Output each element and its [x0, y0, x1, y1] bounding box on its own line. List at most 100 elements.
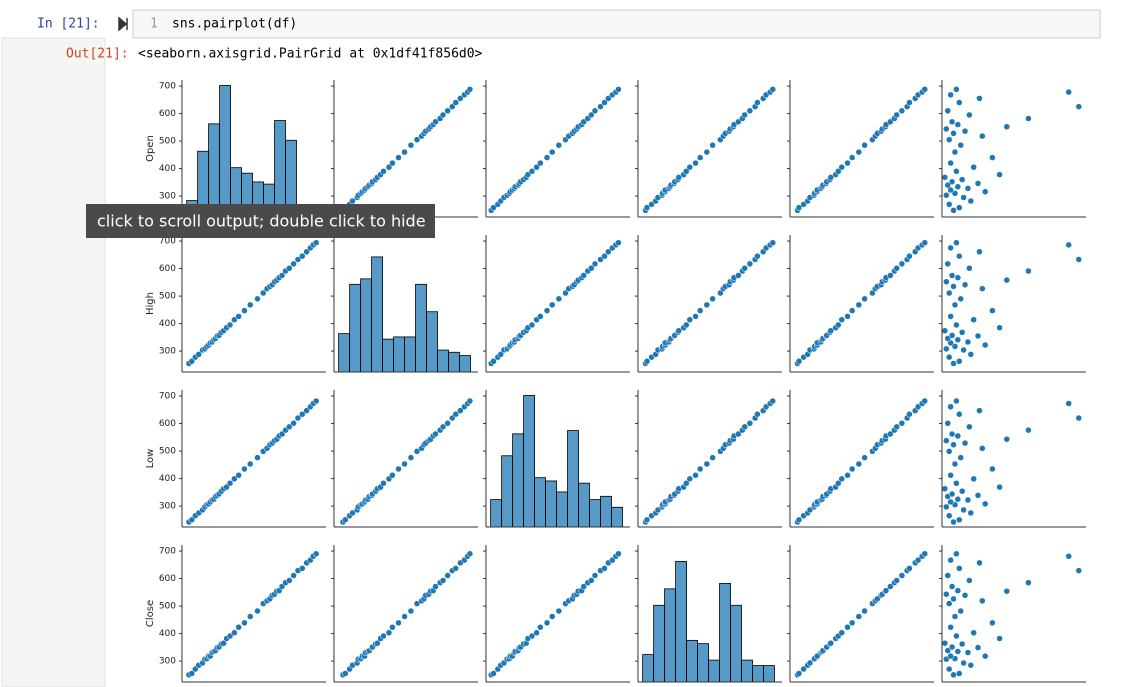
panel [939, 80, 1086, 218]
scatter-point [643, 204, 651, 211]
histogram-bar [686, 639, 698, 683]
scatter-point [389, 472, 396, 479]
scatter-point [943, 345, 950, 353]
histogram-bar [556, 491, 568, 528]
scatter-point [954, 648, 962, 655]
y-tick-label: 300 [159, 657, 176, 667]
scatter-point [960, 194, 967, 201]
y-axis-label: Close [145, 600, 156, 627]
y-axis-label: Open [145, 135, 156, 162]
scatter-point [299, 410, 306, 418]
scatter-point [945, 201, 953, 208]
scatter-point [643, 516, 651, 524]
scatter-point [989, 465, 996, 473]
panel [635, 390, 782, 528]
code[interactable]: sns.pairplot(df) [172, 17, 297, 32]
scatter-point [675, 327, 683, 334]
scatter-point [945, 136, 953, 143]
scatter-point [1003, 123, 1011, 131]
scatter-point [407, 454, 415, 461]
scatter-point [893, 423, 900, 431]
scatter-point [944, 260, 952, 268]
scatter-point [591, 572, 599, 579]
histogram-bar [360, 278, 372, 373]
scatter-point [944, 181, 952, 189]
scatter-point [754, 99, 761, 106]
panel: 300 400 500 600 700 [159, 545, 326, 683]
scatter-point [444, 107, 451, 115]
scatter-point [395, 154, 402, 161]
scatter-point [746, 420, 754, 427]
scatter-point [945, 289, 953, 297]
scatter-point [954, 121, 962, 128]
scatter-point [290, 420, 297, 427]
code-cell[interactable] [132, 9, 1101, 39]
scatter-point [380, 168, 387, 175]
scatter-point [795, 516, 803, 524]
y-tick-label: 600 [159, 264, 176, 274]
histogram-bar [589, 499, 601, 528]
scatter-point [741, 265, 748, 272]
scatter-point [615, 550, 622, 558]
scatter-point [286, 265, 293, 272]
y-tick-label: 500 [159, 137, 176, 147]
scatter-point [342, 516, 349, 524]
histogram-bar [611, 506, 623, 528]
y-tick-label: 300 [159, 192, 176, 202]
scatter-point [605, 95, 612, 102]
histogram-bar [730, 604, 742, 683]
y-tick-label: 500 [159, 602, 176, 612]
scatter-point [966, 577, 973, 584]
scatter-point [943, 437, 950, 444]
scatter-point [956, 358, 963, 365]
scatter-point [906, 252, 913, 260]
scatter-point [954, 432, 962, 440]
tooltip-box [86, 204, 435, 238]
scatter-point [466, 550, 474, 558]
scatter-point [195, 351, 203, 358]
scatter-point [921, 397, 928, 405]
scatter-point [964, 185, 972, 192]
histogram-bar [642, 654, 655, 683]
scatter-point [947, 556, 954, 564]
scatter-point [533, 163, 540, 171]
scatter-point [260, 289, 267, 297]
panel [787, 390, 934, 528]
in-prompt: In [21]: [37, 17, 100, 32]
scatter-point [945, 353, 953, 361]
scatter-point [950, 441, 957, 448]
scatter-point [914, 556, 922, 564]
histogram-bar [219, 85, 231, 218]
scatter-point [966, 265, 973, 272]
run-button[interactable] [118, 16, 128, 32]
scatter-point [970, 629, 977, 637]
scatter-point [954, 495, 962, 503]
scatter-point [882, 587, 890, 594]
panel [635, 235, 782, 373]
scatter-point [954, 183, 962, 190]
scatter-point [703, 460, 711, 468]
scatter-point [976, 407, 983, 414]
scatter-point [944, 572, 952, 579]
output-gutter[interactable] [1, 37, 106, 687]
scatter-point [537, 313, 544, 320]
scatter-point [958, 176, 966, 183]
scatter-point [848, 154, 856, 161]
scatter-point [855, 460, 863, 468]
histogram-bar [534, 477, 546, 528]
scatter-point [944, 420, 952, 427]
scatter-point [686, 475, 694, 483]
scatter-point [385, 163, 393, 171]
scatter-point [401, 613, 408, 620]
histogram-bar [523, 395, 535, 528]
scatter-point [953, 86, 960, 93]
scatter-point [943, 503, 950, 511]
scatter-point [432, 430, 439, 438]
scatter-point [861, 607, 868, 615]
scatter-point [898, 420, 906, 427]
histogram-bar [763, 665, 775, 683]
scatter-point [769, 86, 776, 93]
scatter-point [246, 301, 254, 309]
scatter-point [979, 132, 986, 140]
scatter-point [226, 480, 234, 487]
